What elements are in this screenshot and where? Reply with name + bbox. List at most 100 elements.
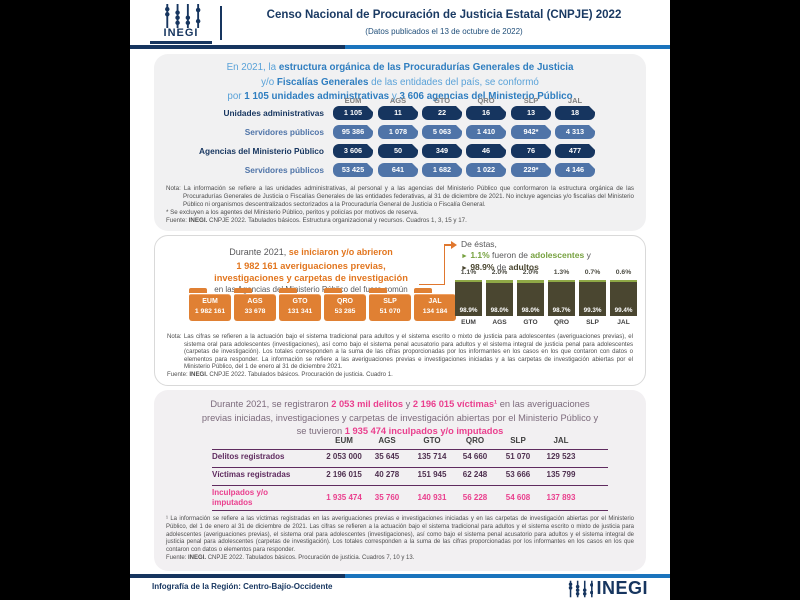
headline-text: investigaciones y carpetas de investigac… xyxy=(214,273,408,283)
cell-value: 2 053 000 xyxy=(326,452,362,461)
page-subtitle: (Datos publicados el 13 de octubre de 20… xyxy=(365,27,523,36)
folder-icon: SLP 51 070 xyxy=(369,288,411,321)
section2-note: Nota: Las cifras se refieren a la actuac… xyxy=(167,333,633,379)
headline-text: 2 196 015 víctimas¹ xyxy=(412,399,498,409)
bottom-rule xyxy=(130,574,670,578)
table-row: Servidores públicos 53 425 641 1 682 1 0… xyxy=(154,163,646,177)
headline-text: 1 982 161 averiguaciones previas, xyxy=(236,261,386,271)
logo-underline xyxy=(150,41,212,44)
category-label: SLP xyxy=(586,319,599,326)
headline-text: se tuvieron xyxy=(296,426,345,436)
value-badge: 18 xyxy=(555,106,595,120)
table-rule xyxy=(212,510,608,512)
value-badge: 3 606 xyxy=(333,144,373,158)
delitos-table: EUM AGS GTO QRO SLP JAL Delitos registra… xyxy=(212,436,608,512)
value-badge: 4 146 xyxy=(555,163,595,177)
folder-state: GTO xyxy=(292,298,308,305)
note-label: Nota: xyxy=(166,185,181,192)
table-row: Unidades administrativas 1 105 11 22 16 … xyxy=(154,106,646,120)
cell-value: 35 760 xyxy=(374,493,400,502)
table-header-row: EUM AGS GTO QRO SLP JAL xyxy=(212,436,608,448)
headline-text: y/o xyxy=(261,76,277,88)
cell-value: 54 660 xyxy=(462,452,488,461)
category-label: JAL xyxy=(617,319,630,326)
value-badge: 53 425 xyxy=(333,163,373,177)
column-header-gto: GTO xyxy=(423,436,441,445)
column-header-eum: EUM xyxy=(335,436,353,445)
cell-value: 53 666 xyxy=(505,470,531,479)
connector-line xyxy=(443,244,452,246)
cell-value: 135 799 xyxy=(546,470,576,479)
note-text: La información se refiere a las unidades… xyxy=(183,185,634,208)
cell-value: 1 935 474 xyxy=(326,493,362,502)
folder-icon: QRO 53 285 xyxy=(324,288,366,321)
table-rule xyxy=(212,449,608,451)
bar: 98.7% xyxy=(548,280,575,316)
value-badge: 1 682 xyxy=(422,163,462,177)
category-label: QRO xyxy=(553,319,570,326)
sheet: INEGI Censo Nacional de Procuración de J… xyxy=(130,0,670,600)
section2-headline: Durante 2021, se iniciaron y/o abrieron … xyxy=(161,242,461,295)
inegi-abacus-icon xyxy=(569,580,594,597)
headline-text: Durante 2021, xyxy=(229,247,289,257)
cell-value: 129 523 xyxy=(546,452,576,461)
row-label: Inculpados y/o imputados xyxy=(212,488,269,507)
column-header-ags: AGS xyxy=(378,436,396,445)
source-line: Fuente: INEGI. CNPJE 2022. Tabulados bás… xyxy=(166,216,467,224)
headline-text: estructura orgánica de las Procuradurías… xyxy=(278,62,574,73)
bar: 99.3% xyxy=(579,280,606,316)
cell-value: 137 893 xyxy=(546,493,576,502)
cell-value: 35 645 xyxy=(374,452,400,461)
cell-value: 151 945 xyxy=(417,470,447,479)
table-row: Agencias del Ministerio Público 3 606 50… xyxy=(154,144,646,158)
inegi-footer-logo: INEGI xyxy=(567,578,648,599)
note-text: Las cifras se refieren a la actuación ba… xyxy=(183,333,633,371)
table-rule xyxy=(212,467,608,469)
column-header-gto: GTO xyxy=(433,96,451,105)
header-divider xyxy=(220,6,222,40)
bar-top-label: 0.6% xyxy=(615,269,632,276)
bar: 99.4% xyxy=(610,280,637,316)
value-badge: 1 410 xyxy=(466,125,506,139)
folder-state: EUM xyxy=(202,298,218,305)
section3-headline: Durante 2021, se registraron 2 053 mil d… xyxy=(166,398,634,439)
column-header-jal: JAL xyxy=(567,96,583,105)
headline-text: En 2021, la xyxy=(226,62,279,73)
value-badge: 229* xyxy=(511,163,551,177)
breakdown-intro: De éstas, xyxy=(461,239,497,249)
bar-top-label: 0.7% xyxy=(584,269,601,276)
page-title: Censo Nacional de Procuración de Justici… xyxy=(266,9,622,21)
headline-text: por xyxy=(227,91,245,102)
folder-icon: GTO 131 341 xyxy=(279,288,321,321)
bar-inner-label: 99.4% xyxy=(614,307,633,314)
folder-state: AGS xyxy=(247,298,263,305)
section-estructura-organica: En 2021, la estructura orgánica de las P… xyxy=(154,54,646,231)
bar-inner-label: 98.9% xyxy=(459,307,478,314)
headline-text: de las entidades del país, se conformó xyxy=(368,76,539,88)
value-badge: 95 386 xyxy=(333,125,373,139)
column-header-qro: QRO xyxy=(477,96,495,105)
section-averiguaciones: Durante 2021, se iniciaron y/o abrieron … xyxy=(154,235,646,386)
value-badge: 50 xyxy=(378,144,418,158)
bar-top-label: 2.0% xyxy=(522,269,539,276)
cell-value: 62 248 xyxy=(462,470,488,479)
value-badge: 942* xyxy=(511,125,551,139)
row-label: Víctimas registradas xyxy=(212,470,291,479)
folder-icon: AGS 33 678 xyxy=(234,288,276,321)
headline-text: en las averiguaciones xyxy=(497,399,590,409)
footer-region-text: Infografía de la Región: Centro-Bajío-Oc… xyxy=(152,582,333,591)
folder-state: QRO xyxy=(337,298,353,305)
folder-value: 1 982 161 xyxy=(194,308,226,315)
connector-line xyxy=(419,283,445,285)
folder-icon: JAL 134 184 xyxy=(414,288,456,321)
value-badge: 477 xyxy=(555,144,595,158)
column-header-ags: AGS xyxy=(389,96,407,105)
headline-text: previas iniciadas, investigaciones y car… xyxy=(201,412,599,423)
bar: 98.9% xyxy=(455,280,482,316)
column-header-slp: SLP xyxy=(510,436,526,445)
cell-value: 51 070 xyxy=(505,452,531,461)
bar-top-label: 2.0% xyxy=(491,269,508,276)
table-row: Víctimas registradas 2 196 015 40 278 15… xyxy=(212,470,608,483)
category-label: AGS xyxy=(492,319,507,326)
